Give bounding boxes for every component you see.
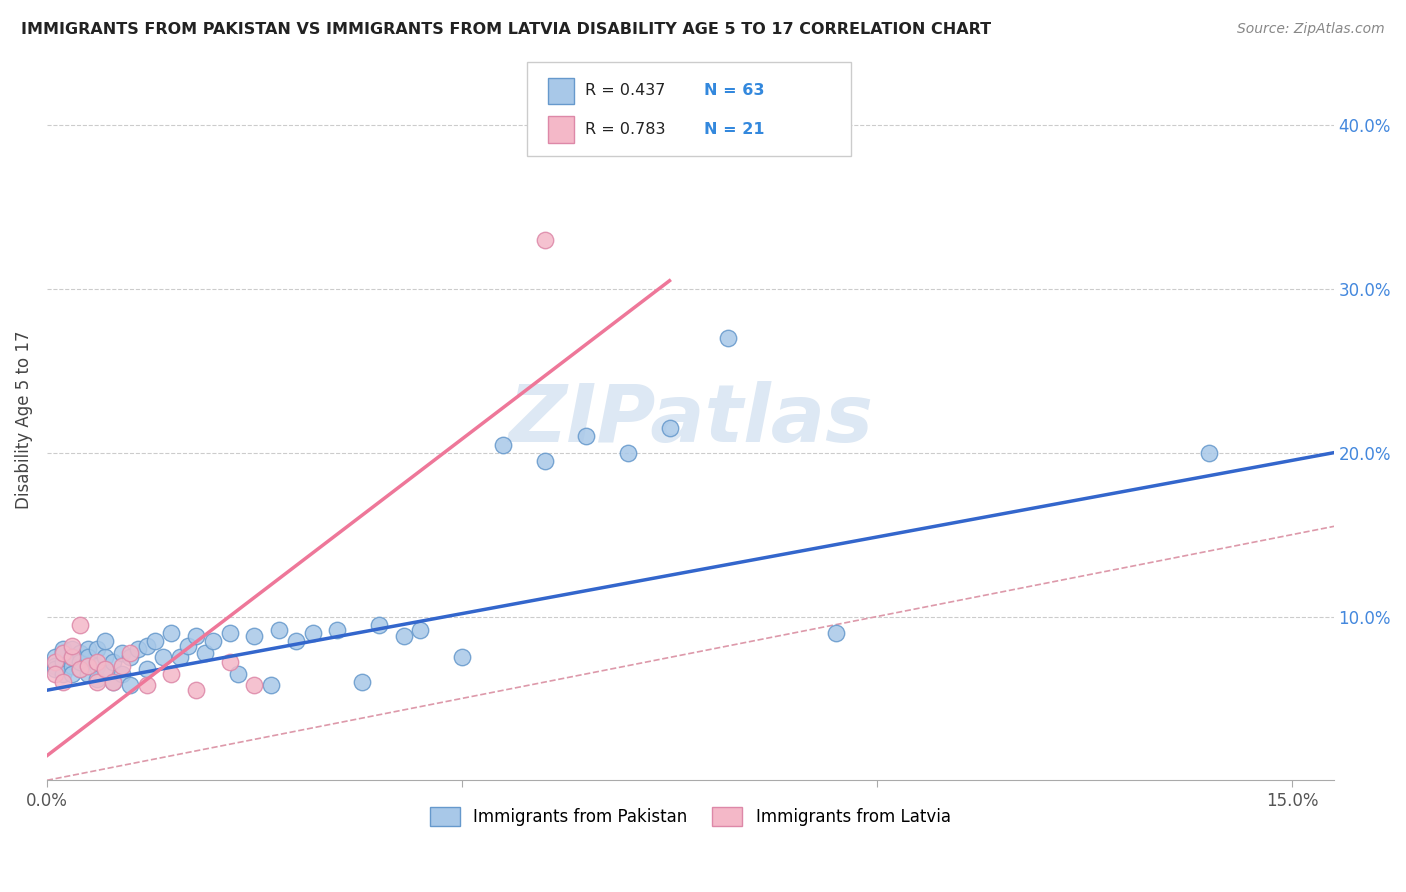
Point	[86, 675, 108, 690]
Point	[824, 626, 846, 640]
Point	[127, 642, 149, 657]
Point	[118, 646, 141, 660]
Point	[86, 672, 108, 686]
Point	[86, 658, 108, 673]
Point	[617, 446, 640, 460]
Point	[218, 656, 240, 670]
Point	[60, 650, 83, 665]
Point	[243, 629, 266, 643]
Text: ZIPatlas: ZIPatlas	[508, 381, 873, 459]
Point	[86, 656, 108, 670]
Point	[260, 678, 283, 692]
Point	[94, 662, 117, 676]
Point	[60, 654, 83, 668]
Point	[52, 656, 75, 670]
Point	[44, 656, 66, 670]
Point	[52, 646, 75, 660]
Point	[52, 642, 75, 657]
Point	[94, 662, 117, 676]
Point	[135, 639, 157, 653]
Point	[44, 666, 66, 681]
Point	[143, 634, 166, 648]
Point	[169, 650, 191, 665]
Point	[69, 656, 91, 670]
Point	[575, 429, 598, 443]
Y-axis label: Disability Age 5 to 17: Disability Age 5 to 17	[15, 331, 32, 509]
Text: IMMIGRANTS FROM PAKISTAN VS IMMIGRANTS FROM LATVIA DISABILITY AGE 5 TO 17 CORREL: IMMIGRANTS FROM PAKISTAN VS IMMIGRANTS F…	[21, 22, 991, 37]
Point	[392, 629, 415, 643]
Point	[160, 626, 183, 640]
Point	[135, 678, 157, 692]
Point	[60, 650, 83, 665]
Point	[177, 639, 200, 653]
Text: N = 21: N = 21	[704, 122, 765, 136]
Point	[658, 421, 681, 435]
Point	[226, 666, 249, 681]
Text: R = 0.783: R = 0.783	[585, 122, 665, 136]
Point	[451, 650, 474, 665]
Point	[52, 675, 75, 690]
Point	[492, 437, 515, 451]
Point	[69, 617, 91, 632]
Point	[326, 623, 349, 637]
Point	[44, 662, 66, 676]
Point	[243, 678, 266, 692]
Point	[69, 646, 91, 660]
Point	[69, 662, 91, 676]
Point	[103, 675, 125, 690]
Point	[44, 658, 66, 673]
Text: R = 0.437: R = 0.437	[585, 84, 665, 98]
Point	[118, 650, 141, 665]
Point	[110, 666, 132, 681]
Point	[77, 658, 100, 673]
Point	[77, 650, 100, 665]
Point	[186, 629, 208, 643]
Point	[269, 623, 291, 637]
Point	[44, 650, 66, 665]
Point	[284, 634, 307, 648]
Point	[1198, 446, 1220, 460]
Point	[110, 658, 132, 673]
Point	[77, 666, 100, 681]
Point	[52, 666, 75, 681]
Point	[135, 662, 157, 676]
Point	[94, 650, 117, 665]
Point	[52, 646, 75, 660]
Point	[60, 639, 83, 653]
Point	[110, 646, 132, 660]
Point	[86, 642, 108, 657]
Point	[77, 658, 100, 673]
Point	[194, 646, 217, 660]
Point	[301, 626, 323, 640]
Point	[368, 617, 391, 632]
Text: N = 63: N = 63	[704, 84, 765, 98]
Point	[186, 683, 208, 698]
Point	[60, 666, 83, 681]
Point	[534, 454, 557, 468]
Point	[118, 678, 141, 692]
Point	[103, 656, 125, 670]
Point	[103, 675, 125, 690]
Point	[409, 623, 432, 637]
Point	[94, 634, 117, 648]
Point	[69, 662, 91, 676]
Point	[717, 331, 740, 345]
Point	[160, 666, 183, 681]
Point	[201, 634, 224, 648]
Point	[60, 642, 83, 657]
Point	[218, 626, 240, 640]
Point	[77, 642, 100, 657]
Point	[152, 650, 174, 665]
Text: Source: ZipAtlas.com: Source: ZipAtlas.com	[1237, 22, 1385, 37]
Legend: Immigrants from Pakistan, Immigrants from Latvia: Immigrants from Pakistan, Immigrants fro…	[430, 806, 950, 826]
Point	[60, 658, 83, 673]
Point	[534, 233, 557, 247]
Point	[352, 675, 374, 690]
